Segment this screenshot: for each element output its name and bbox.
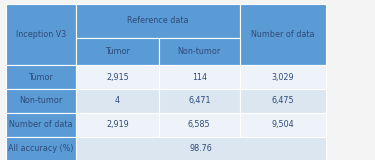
Text: 9,504: 9,504 xyxy=(272,120,294,129)
Bar xyxy=(6,4,76,65)
Text: 2,915: 2,915 xyxy=(106,73,129,82)
Text: Number of data: Number of data xyxy=(9,120,73,129)
Bar xyxy=(6,89,76,113)
Text: 6,471: 6,471 xyxy=(188,96,210,105)
Bar xyxy=(159,65,240,89)
Bar xyxy=(240,65,326,89)
Bar xyxy=(159,38,240,65)
Text: Reference data: Reference data xyxy=(127,16,189,25)
Bar xyxy=(159,89,240,113)
Text: 3,029: 3,029 xyxy=(272,73,294,82)
Text: 98.76: 98.76 xyxy=(190,144,213,153)
Bar xyxy=(76,38,159,65)
Text: 6,475: 6,475 xyxy=(272,96,294,105)
Bar xyxy=(76,4,240,38)
Bar xyxy=(159,113,240,137)
Text: Tumor: Tumor xyxy=(105,47,130,56)
Text: 114: 114 xyxy=(192,73,207,82)
Text: Number of data: Number of data xyxy=(251,30,315,39)
Text: Inception V3: Inception V3 xyxy=(16,30,66,39)
Bar xyxy=(76,113,159,137)
Text: All accuracy (%): All accuracy (%) xyxy=(8,144,74,153)
Text: Tumor: Tumor xyxy=(28,73,53,82)
Text: Non-tumor: Non-tumor xyxy=(178,47,221,56)
Text: 4: 4 xyxy=(115,96,120,105)
Bar xyxy=(76,65,159,89)
Bar xyxy=(6,113,76,137)
Text: 6,585: 6,585 xyxy=(188,120,211,129)
Bar xyxy=(240,113,326,137)
Text: 2,919: 2,919 xyxy=(106,120,129,129)
Bar xyxy=(6,137,76,160)
Bar xyxy=(76,137,326,160)
Bar xyxy=(240,4,326,65)
Bar xyxy=(240,89,326,113)
Text: Non-tumor: Non-tumor xyxy=(19,96,63,105)
Bar xyxy=(6,65,76,89)
Bar xyxy=(76,89,159,113)
